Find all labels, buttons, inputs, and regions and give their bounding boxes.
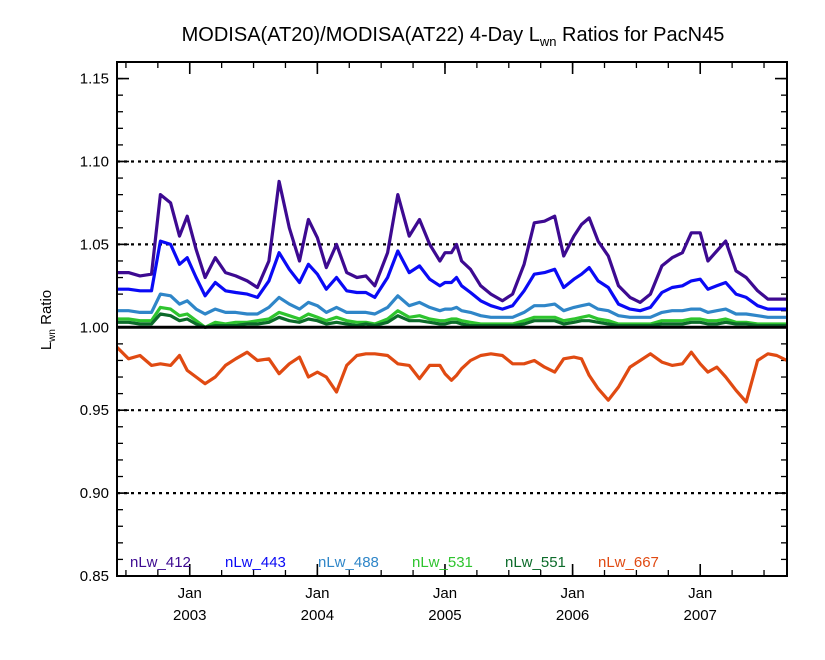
- x-tick-year-2: 2005: [428, 607, 461, 624]
- chart-title-subscript: wn: [539, 34, 557, 49]
- series-line-nLw_488: [117, 292, 787, 319]
- series-line-nLw_667: [115, 346, 788, 404]
- series-line-nLw_551: [117, 312, 787, 329]
- y-tick-label-6: 1.15: [80, 71, 109, 88]
- legend-entry-nLw_443: nLw_443: [225, 554, 286, 571]
- y-tick-label-0: 0.85: [80, 568, 109, 585]
- x-tick-year-3: 2006: [556, 607, 589, 624]
- legend-entry-nLw_551: nLw_551: [505, 554, 566, 571]
- legend-entry-nLw_667: nLw_667: [598, 554, 659, 571]
- legend-entry-nLw_531: nLw_531: [412, 554, 473, 571]
- y-tick-label-2: 0.95: [80, 402, 109, 419]
- chart-title-suffix: Ratios for PacN45: [556, 24, 725, 46]
- x-tick-year-0: 2003: [173, 607, 206, 624]
- legend-entry-nLw_412: nLw_412: [130, 554, 191, 571]
- x-tick-year-1: 2004: [301, 607, 334, 624]
- plot-frame: [116, 61, 788, 577]
- x-tick-month-4: Jan: [688, 585, 712, 602]
- series-line-nLw_443: [117, 239, 787, 313]
- x-tick-year-4: 2007: [684, 607, 717, 624]
- x-tick-month-0: Jan: [178, 585, 202, 602]
- x-tick-month-3: Jan: [561, 585, 585, 602]
- y-tick-label-3: 1.00: [80, 319, 109, 336]
- legend-entry-nLw_488: nLw_488: [318, 554, 379, 571]
- x-tick-month-1: Jan: [305, 585, 329, 602]
- y-tick-label-4: 1.05: [80, 236, 109, 253]
- y-tick-label-1: 0.90: [80, 485, 109, 502]
- series-line-nLw_412: [117, 179, 787, 304]
- chart-title-main: MODISA(AT20)/MODISA(AT22) 4-Day L: [181, 24, 540, 46]
- y-tick-label-5: 1.10: [80, 153, 109, 170]
- chart-title: MODISA(AT20)/MODISA(AT22) 4-Day Lwn Rati…: [120, 24, 786, 49]
- x-tick-month-2: Jan: [433, 585, 457, 602]
- series-line-nLw_531: [117, 305, 787, 329]
